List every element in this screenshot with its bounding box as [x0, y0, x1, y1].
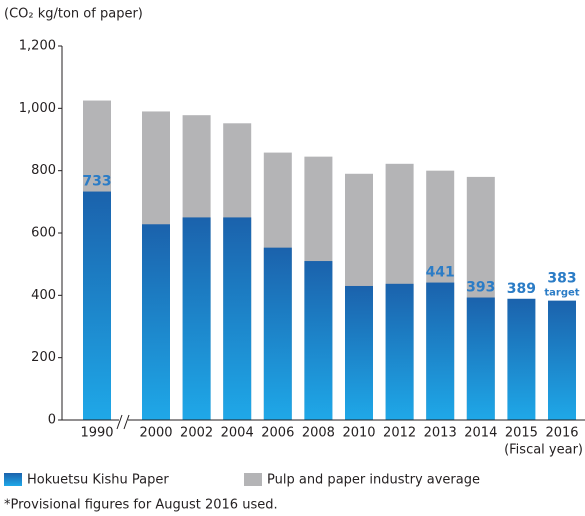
x-tick-label: 2006: [261, 426, 294, 441]
bar: [466, 297, 495, 420]
value-label: 389: [507, 281, 536, 297]
bar: [304, 261, 333, 420]
bar: [385, 283, 414, 420]
bar: [426, 282, 455, 420]
x-tick-label: 2014: [464, 426, 497, 441]
bar: [223, 217, 252, 420]
value-label: 441: [426, 265, 455, 281]
x-tick-label: 2002: [180, 426, 213, 441]
legend-swatch: [4, 473, 22, 486]
x-tick-label: 2013: [424, 426, 457, 441]
footnote: *Provisional figures for August 2016 use…: [4, 498, 278, 513]
legend-label: Hokuetsu Kishu Paper: [27, 473, 169, 488]
axis-break: [116, 414, 123, 430]
axis-break-gap: [119, 416, 128, 430]
x-tick-label: 2015: [505, 426, 538, 441]
bar: [142, 224, 170, 420]
y-tick-label: 200: [31, 350, 56, 365]
x-tick-label: 2000: [139, 426, 172, 441]
value-label: 383: [547, 271, 576, 287]
x-tick-label: 2004: [221, 426, 254, 441]
bar: [345, 285, 373, 420]
x-tick-label: 1990: [80, 426, 113, 441]
y-tick-label: 600: [31, 226, 56, 241]
y-tick-label: 800: [31, 163, 56, 178]
bar: [507, 298, 536, 420]
x-tick-label: 2016: [545, 426, 578, 441]
x-tick-label: 2010: [342, 426, 375, 441]
value-label: 393: [466, 280, 495, 296]
x-axis-label: (Fiscal year): [504, 443, 583, 458]
y-axis-label: (CO₂ kg/ton of paper): [4, 7, 143, 22]
axis-break: [123, 414, 130, 430]
value-label: 733: [82, 174, 111, 190]
legend-label: Pulp and paper industry average: [267, 473, 480, 488]
y-tick-label: 1,000: [19, 101, 56, 116]
bar: [548, 300, 576, 420]
bar: [182, 217, 211, 420]
y-tick-label: 0: [48, 413, 56, 428]
legend-swatch: [244, 473, 262, 486]
y-tick-label: 1,200: [19, 39, 56, 54]
annotation: target: [544, 288, 579, 299]
x-tick-label: 2012: [383, 426, 416, 441]
x-tick-label: 2008: [302, 426, 335, 441]
bar: [83, 191, 111, 420]
y-tick-label: 400: [31, 288, 56, 303]
bar: [263, 247, 292, 420]
